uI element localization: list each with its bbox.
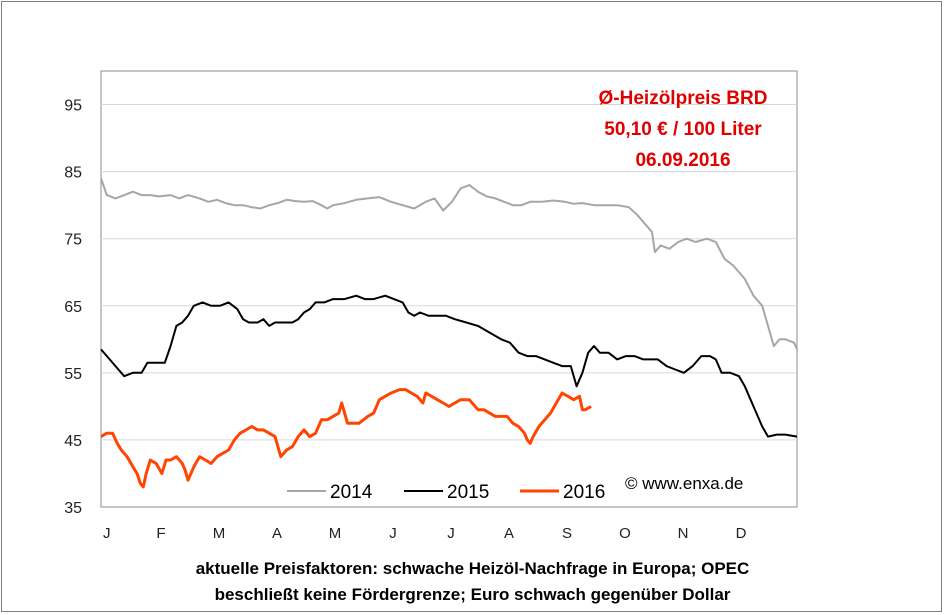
x-tick-label: O bbox=[619, 525, 631, 542]
caption-line-2: beschließt keine Fördergrenze; Euro schw… bbox=[214, 585, 731, 604]
x-tick-label: J bbox=[389, 525, 397, 542]
series-line-2015 bbox=[100, 294, 798, 438]
x-tick-label: N bbox=[678, 525, 689, 542]
annotation-date: 06.09.2016 bbox=[635, 150, 730, 171]
y-tick-label: 65 bbox=[64, 299, 82, 316]
legend-label-2016: 2016 bbox=[563, 482, 605, 503]
series-line-2016 bbox=[100, 388, 592, 489]
x-tick-label: J bbox=[447, 525, 455, 542]
plot-area bbox=[100, 70, 798, 508]
legend: 2014 2015 2016 bbox=[287, 482, 605, 503]
y-tick-label: 85 bbox=[64, 165, 82, 182]
caption: aktuelle Preisfaktoren: schwache Heizöl-… bbox=[0, 556, 945, 608]
y-tick-label: 45 bbox=[64, 433, 82, 450]
series-lines bbox=[100, 177, 798, 489]
x-tick-label: A bbox=[504, 525, 514, 542]
legend-label-2014: 2014 bbox=[330, 482, 373, 503]
annotation-title: Ø-Heizölpreis BRD bbox=[599, 88, 768, 109]
x-tick-label: F bbox=[156, 525, 165, 542]
y-tick-label: 35 bbox=[64, 500, 82, 517]
y-tick-label: 95 bbox=[64, 98, 82, 115]
y-tick-label: 55 bbox=[64, 366, 82, 383]
x-tick-label: A bbox=[272, 525, 282, 542]
x-tick-label: J bbox=[103, 525, 111, 542]
y-axis-ticks: 35 45 55 65 75 85 95 bbox=[64, 98, 82, 517]
series-line-2014 bbox=[100, 177, 798, 350]
heating-oil-price-chart: 35 45 55 65 75 85 95 J F M A M J J A S O N D Ø-Heizölprei… bbox=[64, 70, 798, 542]
x-tick-label: S bbox=[562, 525, 572, 542]
y-tick-label: 75 bbox=[64, 232, 82, 249]
x-tick-label: D bbox=[736, 525, 747, 542]
legend-label-2015: 2015 bbox=[447, 482, 489, 503]
gridlines bbox=[101, 104, 797, 441]
price-annotation: Ø-Heizölpreis BRD 50,10 € / 100 Liter 06… bbox=[599, 88, 768, 171]
x-tick-label: M bbox=[213, 525, 226, 542]
x-tick-label: M bbox=[329, 525, 342, 542]
copyright-notice: © www.enxa.de bbox=[625, 474, 743, 493]
caption-line-1: aktuelle Preisfaktoren: schwache Heizöl-… bbox=[195, 559, 750, 578]
annotation-price: 50,10 € / 100 Liter bbox=[604, 119, 762, 140]
